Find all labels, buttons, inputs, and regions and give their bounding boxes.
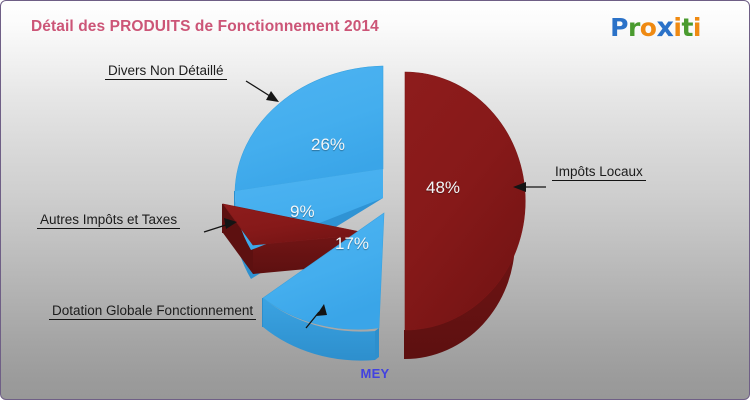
- proxiti-logo[interactable]: Proxiti: [610, 12, 701, 43]
- logo-letter-r: r: [627, 13, 640, 42]
- slice-side-dotation-globale-fonctionnement: [262, 298, 379, 361]
- callout-label-divers-non-detaille[interactable]: Divers Non Détaillé: [105, 63, 227, 80]
- slice-value-impots-locaux: 48%: [426, 178, 461, 197]
- callout-label-autres-impots-et-taxes[interactable]: Autres Impôts et Taxes: [37, 212, 181, 229]
- pie-slice-divers-non-detaille[interactable]: [234, 65, 384, 192]
- arrowhead-divers: [266, 91, 279, 102]
- slice-value-dotation-globale-fonctionnement: 17%: [335, 234, 370, 253]
- arrowhead-dotation: [316, 304, 327, 316]
- logo-letter-o: o: [639, 13, 657, 42]
- logo-letter-t: t: [681, 13, 693, 42]
- leader-line-autres: [203, 223, 230, 233]
- arrowhead-impots: [513, 182, 526, 192]
- pie-slice-autres-impots-et-taxes[interactable]: [222, 203, 372, 246]
- callout-text-divers-non-detaille: Divers Non Détaillé: [105, 63, 227, 80]
- callout-text-autres-impots-et-taxes: Autres Impôts et Taxes: [37, 212, 181, 229]
- pie-slice-dotation-globale-fonctionnement[interactable]: [262, 212, 385, 330]
- commune-name: MEY: [360, 366, 390, 381]
- callout-text-impots-locaux: Impôts Locaux: [552, 164, 646, 181]
- logo-letter-i1: i: [673, 13, 682, 42]
- leader-line-divers: [245, 80, 274, 99]
- logo-letter-i2: i: [692, 13, 702, 42]
- callout-label-dotation-globale-fonctionnement[interactable]: Dotation Globale Fonctionnement: [49, 303, 257, 320]
- callout-leaders: [203, 80, 546, 329]
- callout-text-dotation-globale-fonctionnement: Dotation Globale Fonctionnement: [49, 303, 257, 320]
- logo-letter-x: x: [656, 12, 674, 43]
- page-title: Détail des PRODUITS de Fonctionnement 20…: [31, 18, 379, 35]
- logo-letter-p: P: [610, 13, 628, 42]
- leader-line-dotation: [305, 311, 320, 329]
- pie-slice-impots-locaux[interactable]: [404, 71, 526, 331]
- arrowhead-autres: [224, 218, 237, 229]
- slice-value-autres-impots-et-taxes: 9%: [290, 202, 315, 221]
- callout-label-impots-locaux[interactable]: Impôts Locaux: [552, 164, 646, 181]
- slice-value-divers-non-detaille: 26%: [311, 135, 346, 154]
